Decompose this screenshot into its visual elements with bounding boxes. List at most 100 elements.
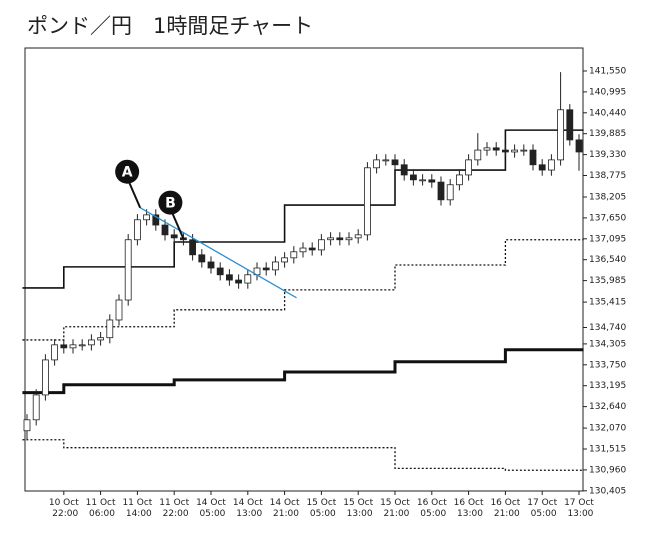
x-tick-label: 11 Oct 14:00 [122,498,152,519]
candle-body [511,149,519,153]
candle-body [23,419,31,432]
candle-body [198,254,206,263]
x-tick-time: 22:00 [160,509,189,519]
x-tick-date: 11 Oct [122,498,152,508]
candle-body [575,139,583,153]
candle-body [474,149,482,161]
x-tick-time: 05:00 [307,509,336,519]
x-tick-date: 16 Oct [490,498,520,508]
x-tick-time: 21:00 [381,509,410,519]
x-tick-date: 16 Oct [454,498,484,508]
annotation-label: B [165,196,176,212]
y-tick-label: 135,985 [589,276,626,286]
candle-body [419,179,427,182]
candle-body [345,237,353,241]
candle-body [373,159,381,169]
step-line [22,129,584,289]
x-tick-time: 14:00 [123,509,152,519]
x-tick-label: 15 Oct 13:00 [343,498,373,519]
x-tick-date: 14 Oct [196,498,226,508]
y-tick-label: 137,650 [589,213,626,223]
candle-body [483,147,491,151]
x-tick-time: 05:00 [197,509,226,519]
candle-body [152,214,160,226]
y-tick-label: 130,960 [589,465,626,475]
candle-body [409,174,417,181]
candle-body [465,159,473,176]
candle-body [170,234,178,239]
candle-body [244,274,252,284]
candle-body [69,344,77,349]
x-tick-time: 21:00 [270,509,299,519]
y-tick-label: 140,440 [589,108,626,118]
x-tick-label: 14 Oct 13:00 [233,498,263,519]
x-tick-label: 14 Oct 05:00 [196,498,226,519]
candle-body [437,181,445,201]
y-tick-label: 131,515 [589,444,626,454]
step-line [22,348,584,395]
candle-body [271,261,279,271]
candle-body [225,274,233,281]
x-tick-date: 11 Oct [86,498,116,508]
x-tick-label: 11 Oct 22:00 [159,498,189,519]
candle-body [216,267,224,276]
candle-body [501,149,509,153]
plot-frame [24,47,584,492]
candle-body [299,247,307,253]
annotation-marker [115,159,140,184]
candle-body [207,261,215,269]
x-tick-time: 06:00 [86,509,115,519]
candle-body [446,184,454,201]
candle-body [97,337,104,341]
y-tick-label: 141,550 [589,66,626,76]
y-tick-label: 132,070 [589,424,626,434]
y-tick-label: 134,740 [589,323,626,333]
candle-body [60,344,68,349]
y-tick-label: 135,415 [589,298,626,308]
x-tick-date: 17 Oct [527,498,557,508]
x-tick-label: 16 Oct 13:00 [454,498,484,519]
x-tick-time: 13:00 [233,509,262,519]
x-tick-label: 10 Oct 22:00 [49,498,79,519]
candle-body [32,394,40,421]
x-tick-date: 17 Oct [564,498,594,508]
x-tick-date: 14 Oct [233,498,263,508]
candle-body [308,247,316,251]
candle-body [455,174,463,186]
x-tick-time: 13:00 [565,509,594,519]
candle-body [336,237,344,241]
candle-body [124,239,132,301]
candle-body [262,267,270,271]
candle-body [161,224,169,236]
y-tick-label: 136,540 [589,255,626,265]
step-line [22,439,584,471]
trend-line [139,207,297,299]
candle-body [428,179,436,183]
candle-body [557,109,564,161]
annotation-marker [158,190,183,215]
y-tick-label: 134,305 [589,339,626,349]
annotation-label: A [122,165,133,181]
x-tick-time: 05:00 [417,509,446,519]
x-tick-time: 13:00 [454,509,483,519]
candle-body [354,234,362,239]
x-tick-label: 17 Oct 05:00 [527,498,557,519]
candle-body [78,344,86,347]
candle-body [400,164,408,176]
candle-body [382,159,390,162]
candle-body [133,219,141,241]
x-tick-date: 15 Oct [343,498,373,508]
x-tick-date: 15 Oct [380,498,410,508]
candle-body [520,149,528,152]
step-line [22,239,584,341]
y-tick-label: 133,195 [589,381,626,391]
candle-body [290,251,298,259]
candle-body [88,339,95,346]
y-tick-label: 140,995 [589,87,626,97]
x-tick-label: 14 Oct 21:00 [270,498,300,519]
candle-body [327,237,335,241]
y-tick-label: 138,775 [589,171,626,181]
candle-body [115,299,123,321]
candle-body [391,159,399,166]
